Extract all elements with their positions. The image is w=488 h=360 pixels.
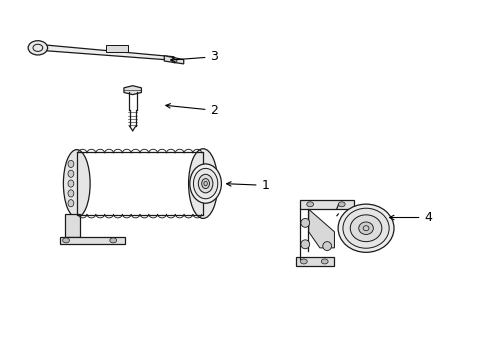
- Ellipse shape: [68, 160, 74, 167]
- Polygon shape: [45, 45, 174, 60]
- Circle shape: [321, 259, 327, 264]
- Polygon shape: [164, 56, 183, 64]
- Text: 2: 2: [165, 104, 218, 117]
- Circle shape: [28, 41, 47, 55]
- Ellipse shape: [337, 204, 393, 252]
- Circle shape: [62, 238, 69, 243]
- Ellipse shape: [68, 170, 74, 177]
- Ellipse shape: [300, 240, 309, 249]
- Circle shape: [338, 202, 345, 207]
- Ellipse shape: [193, 168, 217, 199]
- Ellipse shape: [63, 150, 90, 217]
- Ellipse shape: [358, 222, 372, 234]
- Bar: [106, 45, 127, 53]
- Bar: [64, 214, 80, 237]
- Ellipse shape: [198, 174, 212, 193]
- Ellipse shape: [349, 215, 381, 242]
- Bar: [295, 257, 334, 266]
- Bar: [300, 200, 353, 208]
- Ellipse shape: [189, 164, 221, 203]
- Text: 4: 4: [389, 211, 431, 224]
- Ellipse shape: [68, 180, 74, 187]
- Polygon shape: [308, 209, 334, 248]
- Ellipse shape: [300, 219, 309, 227]
- Ellipse shape: [201, 179, 209, 189]
- Ellipse shape: [68, 190, 74, 197]
- Circle shape: [306, 202, 313, 207]
- Ellipse shape: [188, 149, 217, 219]
- Ellipse shape: [342, 208, 388, 248]
- Text: 1: 1: [226, 179, 269, 192]
- Text: 3: 3: [170, 50, 218, 63]
- Ellipse shape: [322, 242, 331, 251]
- Circle shape: [110, 238, 116, 243]
- Circle shape: [300, 259, 306, 264]
- Polygon shape: [123, 86, 141, 95]
- Bar: [60, 237, 125, 244]
- Ellipse shape: [68, 200, 74, 207]
